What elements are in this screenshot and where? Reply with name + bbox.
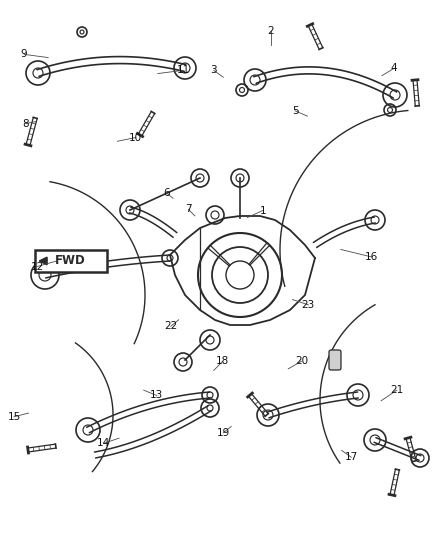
Text: 11: 11 [177,66,190,75]
Text: 1: 1 [259,206,266,215]
Text: 14: 14 [97,439,110,448]
Text: 3: 3 [210,66,217,75]
Text: 6: 6 [163,188,170,198]
Text: 15: 15 [7,412,21,422]
Text: 9: 9 [21,50,28,59]
Text: 10: 10 [129,133,142,142]
Text: 2: 2 [267,26,274,36]
Text: 5: 5 [292,106,299,116]
FancyBboxPatch shape [329,350,341,370]
Text: 21: 21 [390,385,403,395]
Text: 23: 23 [302,300,315,310]
Text: FWD: FWD [55,254,85,268]
Text: 18: 18 [216,357,229,366]
Text: 17: 17 [345,453,358,462]
Text: 12: 12 [31,262,44,271]
Text: 22: 22 [164,321,177,331]
Text: 8: 8 [22,119,29,128]
Text: 19: 19 [217,428,230,438]
Text: 13: 13 [150,391,163,400]
Text: 16: 16 [365,252,378,262]
Text: 4: 4 [391,63,398,73]
Text: 7: 7 [185,205,192,214]
Text: 20: 20 [295,357,308,366]
FancyBboxPatch shape [35,250,107,272]
